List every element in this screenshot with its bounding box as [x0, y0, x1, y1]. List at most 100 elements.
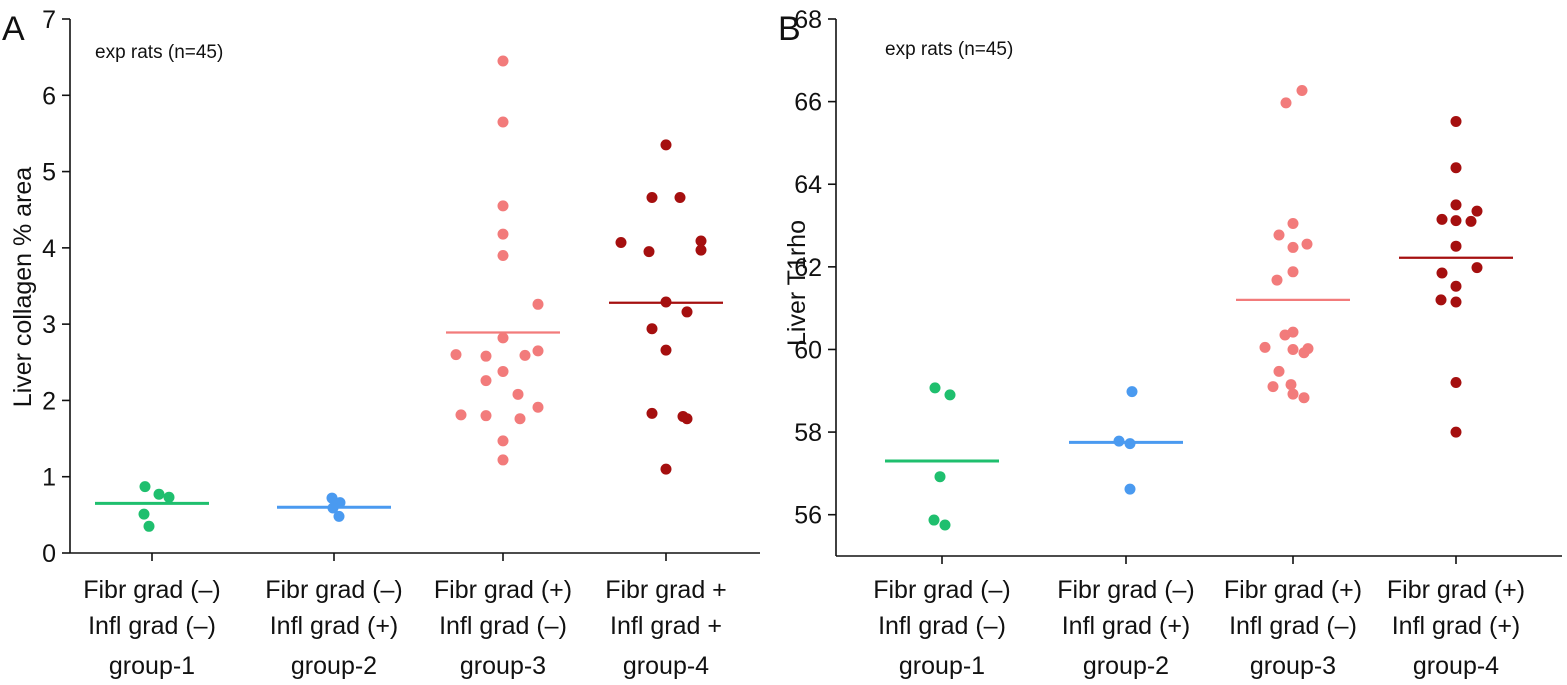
y-tick-label: 64	[794, 171, 822, 199]
x-category-group-label: group-1	[109, 652, 195, 680]
data-point	[1280, 97, 1292, 109]
y-axis-title: Liver T1rho	[783, 220, 811, 346]
x-category-infl-label: Infl grad (–)	[439, 612, 567, 640]
y-tick-label: 68	[794, 6, 822, 34]
data-point	[660, 463, 672, 475]
data-point	[1287, 241, 1299, 253]
y-tick-label: 0	[42, 540, 56, 568]
data-point	[695, 235, 707, 247]
data-point	[1124, 483, 1136, 495]
y-tick-label: 60	[794, 336, 822, 364]
data-point	[1471, 262, 1483, 274]
y-tick-label: 1	[42, 464, 56, 492]
data-point	[1465, 215, 1477, 227]
series-group-2	[1069, 386, 1183, 495]
x-category-infl-label: Infl grad +	[610, 612, 722, 640]
data-point	[1285, 379, 1297, 391]
data-point	[939, 519, 951, 531]
data-point	[1296, 84, 1308, 96]
data-point	[1287, 388, 1299, 400]
data-point	[512, 388, 524, 400]
data-point	[1301, 238, 1313, 250]
data-point	[660, 344, 672, 356]
data-point	[934, 471, 946, 483]
data-point	[1436, 213, 1448, 225]
series-group-3	[1236, 84, 1350, 404]
data-point	[1450, 162, 1462, 174]
data-point	[1450, 296, 1462, 308]
x-category-fibr-label: Fibr grad (–)	[83, 576, 221, 604]
y-tick-label: 62	[794, 254, 822, 282]
data-point	[681, 413, 693, 425]
data-point	[1267, 381, 1279, 393]
x-category-group-label: group-3	[460, 652, 546, 680]
data-point	[497, 435, 509, 447]
y-tick-label: 56	[794, 502, 822, 530]
data-point	[1287, 343, 1299, 355]
series-group-4	[609, 139, 723, 475]
x-category-fibr-label: Fibr grad +	[605, 576, 727, 604]
data-point	[497, 249, 509, 261]
x-category-infl-label: Infl grad (–)	[878, 612, 1006, 640]
series-group-3	[446, 55, 560, 466]
y-tick-label: 66	[794, 89, 822, 117]
data-point	[153, 488, 165, 500]
data-point	[1450, 280, 1462, 292]
x-category-group-label: group-2	[1083, 652, 1169, 680]
x-category-group-label: group-4	[1413, 652, 1499, 680]
x-category-infl-label: Infl grad (+)	[270, 612, 399, 640]
data-point	[326, 492, 338, 504]
chart-annotation: exp rats (n=45)	[885, 39, 1013, 60]
panel-letter: B	[778, 10, 801, 48]
data-point	[1259, 341, 1271, 353]
data-point	[497, 332, 509, 344]
data-point	[1287, 266, 1299, 278]
data-point	[928, 514, 940, 526]
data-point	[615, 237, 627, 249]
y-tick-label: 6	[42, 82, 56, 110]
x-category-infl-label: Infl grad (+)	[1392, 612, 1521, 640]
x-category-fibr-label: Fibr grad (–)	[873, 576, 1011, 604]
data-point	[646, 192, 658, 204]
chart-panel-b: B 56 58 60 62 64 66 68 Fibr grad (–) Infl grad (–…	[778, 6, 1562, 680]
data-point	[138, 508, 150, 520]
y-axis-title: Liver collagen % area	[9, 167, 37, 408]
data-point	[480, 410, 492, 422]
series-group-1	[885, 382, 999, 531]
x-category-fibr-label: Fibr grad (–)	[265, 576, 403, 604]
data-point	[497, 200, 509, 212]
data-point	[1450, 115, 1462, 127]
x-category-fibr-label: Fibr grad (+)	[434, 576, 572, 604]
data-point	[333, 510, 345, 522]
data-point	[139, 481, 151, 493]
x-category-infl-label: Infl grad (+)	[1062, 612, 1191, 640]
data-point	[1450, 377, 1462, 389]
data-point	[1273, 365, 1285, 377]
y-tick-label: 3	[42, 311, 56, 339]
data-point	[674, 192, 686, 204]
data-point	[497, 365, 509, 377]
chart-panel-a: A 0 1 2 3 4 5 6 7 Fibr grad (–) Infl grad (–) group…	[2, 6, 760, 680]
data-point	[532, 401, 544, 413]
x-category-fibr-label: Fibr grad (+)	[1387, 576, 1525, 604]
x-category-infl-label: Infl grad (–)	[88, 612, 216, 640]
y-tick-label: 2	[42, 387, 56, 415]
data-point	[1298, 392, 1310, 404]
x-category-group-label: group-3	[1250, 652, 1336, 680]
data-point	[497, 228, 509, 240]
x-category-group-label: group-1	[899, 652, 985, 680]
y-tick-label: 58	[794, 419, 822, 447]
series-group-4	[1399, 115, 1513, 438]
x-category-group-label: group-2	[291, 652, 377, 680]
data-point	[1471, 205, 1483, 217]
x-category-fibr-label: Fibr grad (–)	[1057, 576, 1195, 604]
data-point	[532, 345, 544, 357]
data-point	[929, 382, 941, 394]
data-point	[143, 520, 155, 532]
data-point	[944, 389, 956, 401]
data-point	[480, 350, 492, 362]
data-point	[532, 298, 544, 310]
data-point	[1298, 347, 1310, 359]
data-point	[514, 413, 526, 425]
